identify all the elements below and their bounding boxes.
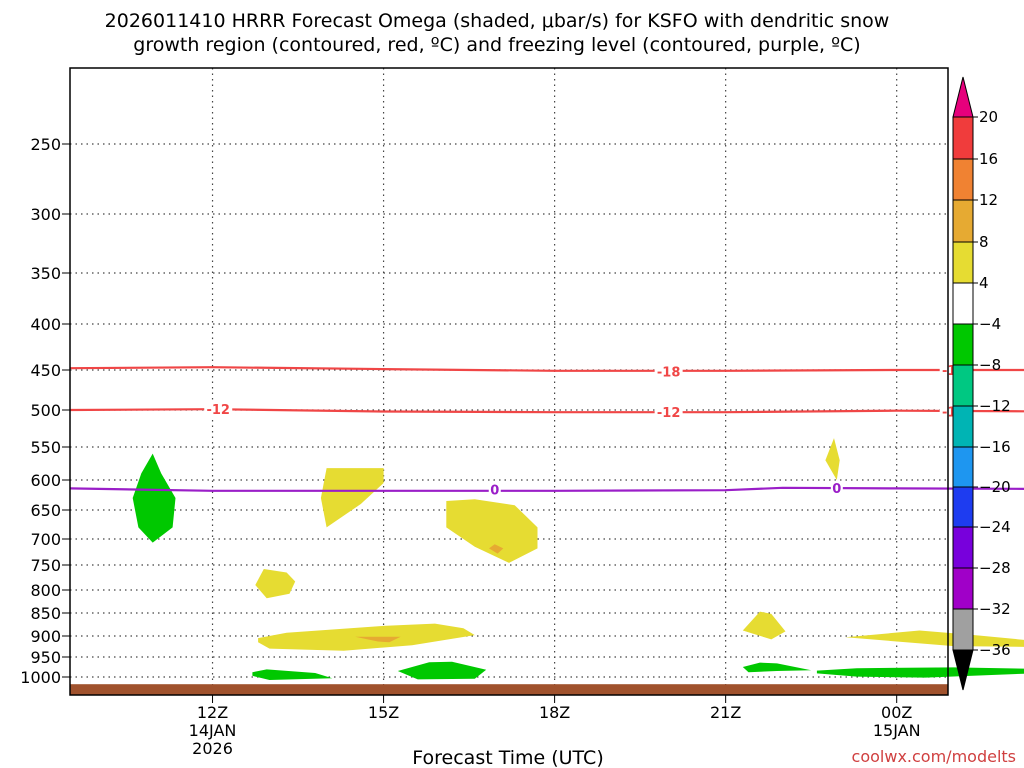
colorbar-top-arrow: [952, 76, 974, 118]
contour-label: 0: [490, 484, 499, 499]
y-tick-label: 650: [30, 501, 61, 520]
x-tick-date-label: 14JAN: [189, 721, 237, 740]
y-tick-label: 450: [30, 361, 61, 380]
colorbar-label: −12: [979, 397, 1011, 415]
colorbar-swatch: [952, 405, 974, 448]
y-tick-label: 300: [30, 205, 61, 224]
contour-label-bg: [488, 482, 501, 497]
y-tick-label: 800: [30, 581, 61, 600]
y-tick-label: 400: [30, 315, 61, 334]
plot-area: [70, 68, 948, 695]
contour-line: [69, 408, 1024, 414]
omega-region: [355, 636, 401, 643]
contour-label-bg: [204, 402, 233, 417]
colorbar-swatch: [952, 282, 974, 325]
colorbar-label: −4: [979, 315, 1001, 333]
y-tick-label: 900: [30, 627, 61, 646]
ground-surface-band: [70, 684, 948, 695]
y-tick-label: 550: [30, 438, 61, 457]
omega-region: [255, 569, 296, 599]
contour-line: [69, 366, 1024, 372]
omega-region: [825, 438, 840, 480]
y-tick-label: 1000: [20, 668, 61, 687]
omega-region: [816, 667, 1024, 678]
x-axis-title: Forecast Time (UTC): [412, 747, 603, 768]
ground-band: [70, 684, 948, 695]
colorbar-label: −16: [979, 438, 1011, 456]
contour-label-bg: [654, 405, 683, 420]
colorbar-label: 16: [979, 150, 998, 168]
x-tick-label: 00Z: [881, 703, 912, 722]
y-tick-label: 250: [30, 135, 61, 154]
y-tick-label: 600: [30, 471, 61, 490]
y-tick-label: 500: [30, 401, 61, 420]
grid-lines: [70, 68, 948, 695]
omega-region: [742, 662, 812, 673]
colorbar-swatch: [952, 116, 974, 160]
x-tick-label: 18Z: [539, 703, 570, 722]
contour-label-bg: [654, 364, 683, 379]
x-tick-date-label: 15JAN: [873, 721, 921, 740]
omega-region: [742, 611, 786, 640]
y-tick-label: 750: [30, 556, 61, 575]
contour-label: -12: [657, 406, 681, 421]
colorbar-label: −20: [979, 478, 1011, 496]
y-axis: 250 300 350 400 450 500 550 600 650 700 750 800 850 9…: [20, 135, 70, 687]
x-axis: 12Z14JAN202615Z18Z21Z00Z15JAN03Z: [189, 695, 921, 758]
chart-title-line1: 2026011410 HRRR Forecast Omega (shaded, …: [105, 10, 890, 32]
colorbar-swatch: [952, 241, 974, 284]
colorbar-swatch: [952, 446, 974, 488]
colorbar-label: −28: [979, 559, 1011, 577]
y-tick-label: 700: [30, 530, 61, 549]
contour-label: -12: [206, 403, 230, 418]
x-tick-label: 12Z: [197, 703, 228, 722]
colorbar-label: 12: [979, 191, 998, 209]
x-tick-label: 15Z: [368, 703, 399, 722]
colorbar-label: 4: [979, 274, 989, 292]
x-tick-label: 21Z: [710, 703, 741, 722]
plot-border: [69, 67, 949, 696]
colorbar-swatch: [952, 158, 974, 201]
colorbar-label: 20: [979, 108, 998, 126]
omega-region: [252, 669, 333, 680]
colorbar-label: 8: [979, 233, 989, 251]
colorbar-swatch: [952, 608, 974, 651]
omega-region: [845, 630, 1024, 647]
colorbar-swatch: [952, 567, 974, 610]
chart-title-line2: growth region (contoured, red, ºC) and f…: [133, 34, 860, 56]
colorbar-label: −36: [979, 641, 1011, 659]
credit-text: coolwx.com/modelts: [852, 747, 1016, 766]
omega-region: [489, 544, 504, 554]
colorbar-label: −24: [979, 518, 1011, 536]
colorbar-swatch: [952, 199, 974, 243]
omega-region: [446, 499, 538, 563]
y-tick-label: 950: [30, 648, 61, 667]
colorbar: 20 16 12 8 4 −4 −8 −12 −16 −20 −24 −28 −32 −36: [952, 76, 1011, 691]
colorbar-label: −32: [979, 600, 1011, 618]
omega-region: [397, 661, 487, 680]
contour-line: [69, 486, 1024, 492]
omega-shading: [132, 438, 1024, 680]
colorbar-swatch: [952, 486, 974, 528]
y-tick-label: 850: [30, 604, 61, 623]
omega-region: [320, 468, 384, 528]
contour-label: 0: [832, 482, 841, 497]
y-tick-label: 350: [30, 264, 61, 283]
contour-label-bg: [830, 480, 843, 495]
colorbar-swatch: [952, 526, 974, 569]
omega-region: [132, 453, 176, 543]
colorbar-swatch: [952, 364, 974, 407]
colorbar-swatch: [952, 323, 974, 366]
colorbar-bottom-arrow: [952, 649, 974, 691]
contour-label: -18: [657, 366, 681, 381]
x-tick-year-label: 2026: [192, 739, 233, 758]
colorbar-label: −8: [979, 356, 1001, 374]
